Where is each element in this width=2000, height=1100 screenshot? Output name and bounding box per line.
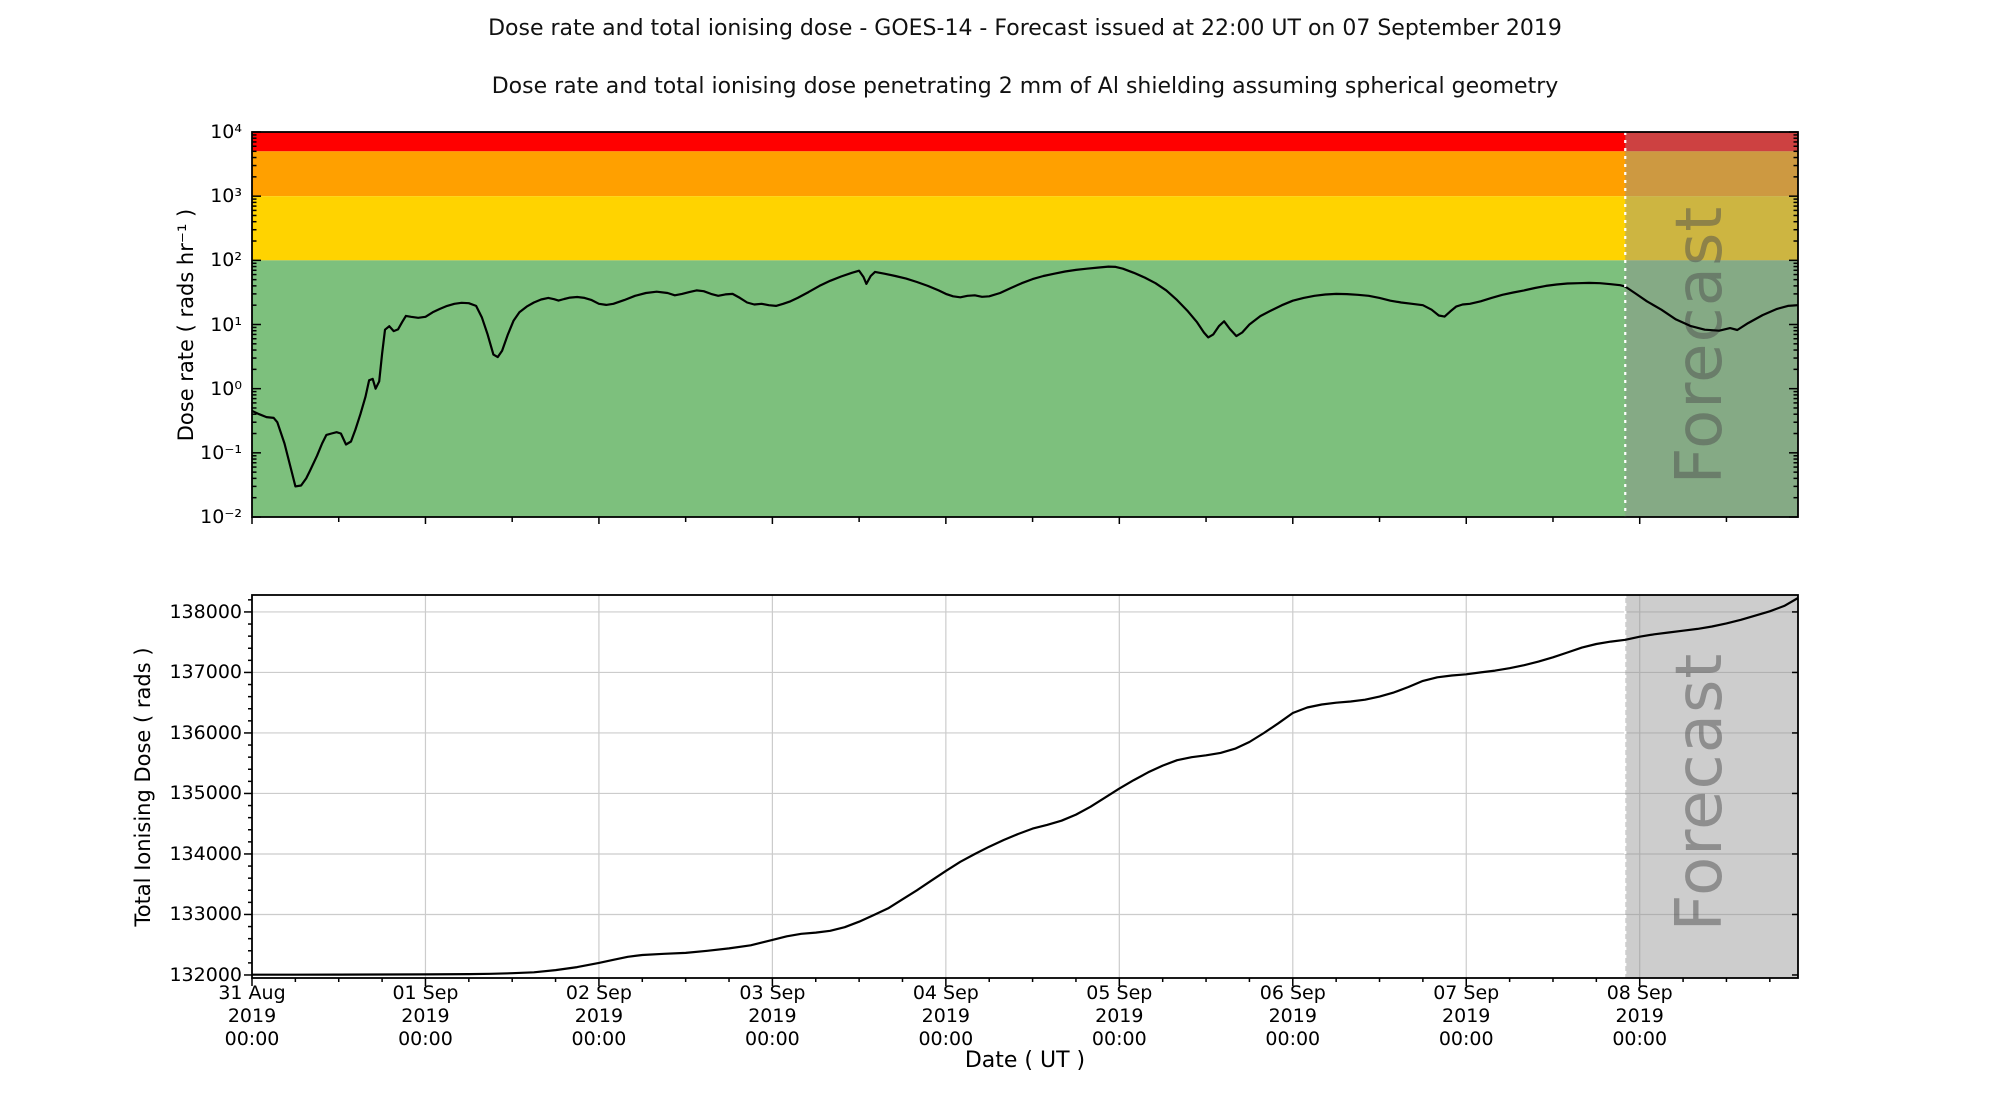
date-axis-label: Date ( UT ) <box>964 1048 1086 1073</box>
total-dose-line <box>252 597 1799 976</box>
p2-ytick-label: 138000 <box>169 600 242 623</box>
x-tick-label: 05 Sep 2019 00:00 <box>1086 982 1153 1050</box>
p1-ytick-label: 10¹ <box>210 313 242 336</box>
p2-ytick-label: 132000 <box>169 963 242 986</box>
hazard-band-orange <box>252 151 1798 197</box>
x-tick-label: 08 Sep 2019 00:00 <box>1606 982 1673 1050</box>
hazard-band-green <box>252 260 1798 517</box>
hazard-band-red <box>252 132 1798 152</box>
x-tick-label: 03 Sep 2019 00:00 <box>739 982 806 1050</box>
x-tick-label: 07 Sep 2019 00:00 <box>1433 982 1500 1050</box>
p2-ytick-label: 137000 <box>169 661 242 684</box>
panel-border <box>251 594 1799 979</box>
dose-rate-line <box>251 265 1799 488</box>
p1-ytick-label: 10⁻¹ <box>200 441 242 464</box>
x-tick-label: 31 Aug 2019 00:00 <box>218 982 286 1050</box>
x-tick-label: 04 Sep 2019 00:00 <box>912 982 979 1050</box>
p2-ytick-label: 133000 <box>169 903 242 926</box>
x-tick-label: 02 Sep 2019 00:00 <box>565 982 632 1050</box>
p1-ytick-label: 10³ <box>210 185 242 208</box>
p2-ytick-label: 135000 <box>169 782 242 805</box>
p2-ytick-label: 136000 <box>169 721 242 744</box>
p2-ytick-label: 134000 <box>169 842 242 865</box>
p1-ytick-label: 10⁰ <box>210 377 242 400</box>
forecast-watermark-top: Forecast <box>1662 205 1737 484</box>
chart-title: Dose rate and total ionising dose - GOES… <box>488 16 1562 41</box>
p1-ytick-label: 10⁻² <box>200 506 242 528</box>
p1-ytick-label: 10⁴ <box>210 121 242 143</box>
forecast-watermark-bottom: Forecast <box>1662 652 1737 931</box>
x-tick-label: 01 Sep 2019 00:00 <box>392 982 459 1050</box>
panel-border <box>251 131 1799 518</box>
x-tick-label: 06 Sep 2019 00:00 <box>1259 982 1326 1050</box>
chart-subtitle: Dose rate and total ionising dose penetr… <box>491 74 1559 99</box>
p1-ytick-label: 10² <box>210 249 242 272</box>
hazard-band-yellow <box>252 196 1798 261</box>
